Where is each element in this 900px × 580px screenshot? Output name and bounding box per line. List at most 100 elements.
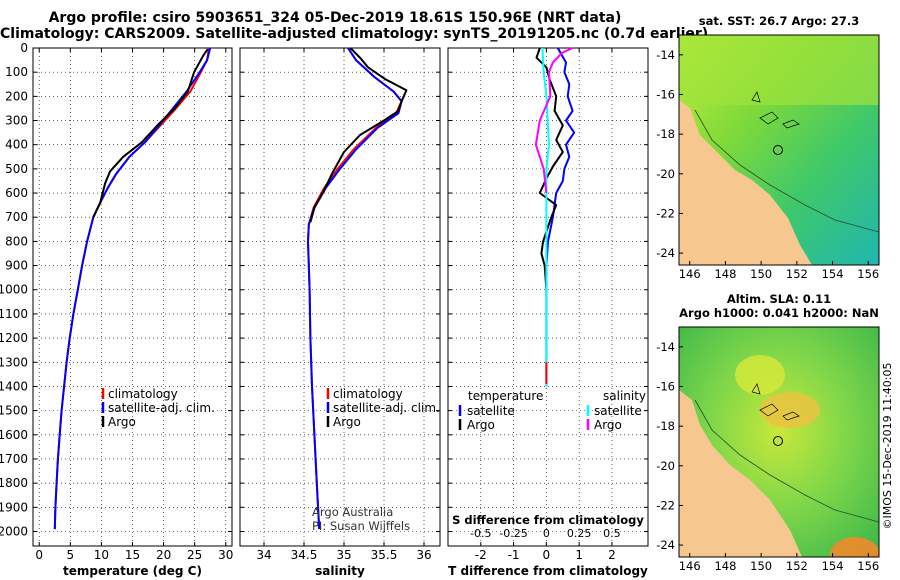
temperature-legend-label: climatology [108,387,178,401]
map-lon-tick-label: 154 [822,267,844,281]
temperature-x-tick-label: 25 [187,548,202,562]
s-diff-tick-label: 0.5 [603,527,621,540]
depth-tick-label: 600 [5,186,28,200]
map-lat-tick-label: -24 [656,246,675,260]
sst-map-1000m-contour [694,109,879,233]
salinity-legend-label: climatology [333,387,403,401]
temperature-panel: 0 5 10 15 20 25 300100200300400500600700800900… [0,41,233,578]
figure-title: Argo profile: csiro 5903651_324 05-Dec-2… [0,10,709,42]
differences-x-tick-label: -1 [508,548,520,562]
temperature-x-tick-label: 5 [66,548,74,562]
depth-tick-label: 400 [5,138,28,152]
depth-tick-label: 100 [5,65,28,79]
map-lat-tick-label: -24 [656,538,675,552]
differences-x-tick-label: 2 [608,548,616,562]
salinity-x-tick-label: 34 [256,548,271,562]
map-lon-tick-label: 156 [857,267,879,281]
depth-tick-label: 1300 [0,355,28,369]
salinity-x-tick-label: 35 [336,548,351,562]
diff-legend-sal-label: Argo [594,418,622,432]
sla-map-land [679,390,802,557]
differences-x-tick-label: 1 [575,548,583,562]
map-lat-tick-label: -16 [656,87,675,101]
salinity-panel: 34 34.5 35 35.5 36 salinity climatologysatelli… [239,47,441,578]
salinity-legend-label: satellite-adj. clim. [333,401,440,415]
map-lat-tick-label: -14 [656,48,675,62]
differences-x-axis-title: T difference from climatology [448,564,648,578]
temperature-x-tick-label: 15 [125,548,140,562]
map-lon-tick-label: 148 [714,559,736,573]
sla-map-title-line1: Altim. SLA: 0.11 [726,292,832,306]
depth-tick-label: 1000 [0,283,28,297]
sla-map-hot-corner [830,537,879,557]
sla-map-1000m-contour [694,399,879,523]
diff-legend-temp-label: satellite [467,404,515,418]
sst-map-land [679,100,812,265]
temperature-series-satellite-adj-clim- [53,47,212,530]
figure-title-line2: Climatology: CARS2009. Satellite-adjuste… [0,26,709,42]
sla-map-title-line2: Argo h1000: 0.041 h2000: NaN [679,306,879,320]
salinity-x-tick-label: 34.5 [291,548,318,562]
sst-map-title: sat. SST: 26.7 Argo: 27.3 [698,14,860,28]
salinity-x-axis-title: salinity [315,564,365,578]
diff-legend-sal-label: satellite [594,404,642,418]
sst-map: 146 148 150 152 154 156 -14 -16 -18 -20 -22 -24 [656,34,880,281]
sla-map-frame [678,326,880,558]
salinity-plot-frame [239,47,441,547]
map-lon-tick-label: 148 [714,267,736,281]
map-lat-tick-label: -16 [656,379,675,393]
depth-tick-label: 500 [5,162,28,176]
salinity-x-tick-label: 35.5 [371,548,398,562]
salinity-legend-label: Argo [333,415,361,429]
depth-tick-label: 200 [5,89,28,103]
temperature-x-tick-label: 30 [218,548,233,562]
depth-tick-label: 300 [5,114,28,128]
s-diff-tick-label: 0 [543,527,550,540]
s-diff-tick-label: -0.5 [470,527,491,540]
map-lon-tick-label: 152 [786,559,808,573]
diff-legend-salinity-title: salinity [603,389,646,403]
depth-tick-label: 900 [5,259,28,273]
depth-tick-label: 1900 [0,500,28,514]
s-diff-tick-label: -0.25 [499,527,527,540]
map-lon-tick-label: 152 [786,267,808,281]
sla-map-argo-position [773,436,783,446]
sla-map-reefs [751,383,800,421]
map-lat-tick-label: -14 [656,340,675,354]
temperature-x-axis-title: temperature (deg C) [63,564,202,578]
diff-legend-temperature-title: temperature [468,389,543,403]
depth-tick-label: 1800 [0,476,28,490]
sst-map-axes: 146 148 150 152 154 156 -14 -16 -18 -20 -22 -24 [656,48,879,281]
depth-tick-label: 1400 [0,379,28,393]
temperature-x-tick-label: 20 [156,548,171,562]
s-diff-axis-title: S difference from climatology [452,513,644,527]
figure-title-line1: Argo profile: csiro 5903651_324 05-Dec-2… [48,10,622,26]
map-lon-tick-label: 150 [750,267,772,281]
temperature-legend-label: satellite-adj. clim. [108,401,215,415]
sla-map-anomaly-patch [735,355,785,395]
depth-tick-label: 1700 [0,452,28,466]
temperature-x-tick-label: 10 [94,548,109,562]
map-lon-tick-label: 154 [822,559,844,573]
depth-tick-label: 1600 [0,428,28,442]
sst-map-warm-band [679,35,879,105]
map-lat-tick-label: -18 [656,419,675,433]
sst-map-argo-position [773,145,783,155]
salinity-annotation: PI: Susan Wijffels [312,519,410,533]
depth-tick-label: 1200 [0,331,28,345]
salinity-series-argo [309,47,408,223]
depth-tick-label: 800 [5,234,28,248]
diff-legend-temp-label: Argo [467,418,495,432]
temperature-x-tick-label: 0 [35,548,43,562]
salinity-annotation: Argo Australia [312,505,393,519]
map-lon-tick-label: 146 [679,559,701,573]
map-lat-tick-label: -20 [656,459,675,473]
map-lat-tick-label: -20 [656,167,675,181]
differences-series-salinity-argo [534,47,574,194]
map-lon-tick-label: 146 [679,267,701,281]
s-diff-tick-label: 0.25 [567,527,592,540]
differences-x-tick-label: -2 [475,548,487,562]
depth-tick-label: 2000 [0,524,28,538]
temperature-series-argo [92,48,209,218]
